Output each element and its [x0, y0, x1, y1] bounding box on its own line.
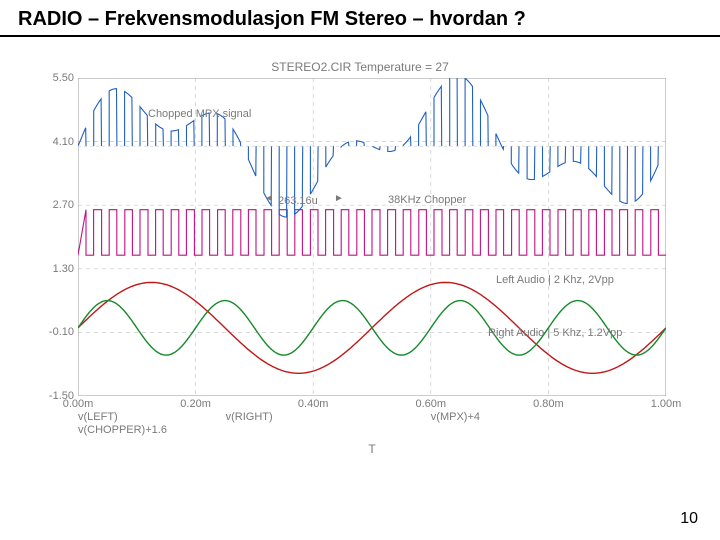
oscilloscope-chart: STEREO2.CIR Temperature = 27 5.50 4.10 2.7…	[40, 60, 680, 460]
annot-left-audio: Left Audio | 2 Khz, 2Vpp	[496, 274, 614, 286]
series-mpx	[78, 78, 658, 217]
y-tick: 2.70	[40, 199, 74, 211]
x-tick: 0.40m	[298, 398, 329, 410]
x-tick: 0.80m	[533, 398, 564, 410]
y-tick: 4.10	[40, 136, 74, 148]
y-tick: 1.30	[40, 263, 74, 275]
x-tick: 0.00m	[63, 398, 94, 410]
annot-chopper-arrow-r: ►	[334, 193, 344, 204]
legend-item: v(RIGHT)	[226, 411, 273, 423]
legend-item: v(LEFT)	[78, 411, 118, 423]
x-tick: 0.20m	[180, 398, 211, 410]
x-tick: 0.60m	[416, 398, 447, 410]
page-title: RADIO – Frekvensmodulasjon FM Stereo – h…	[0, 0, 720, 37]
annot-chopped-mpx: Chopped MPX signal	[148, 108, 251, 120]
legend-item: v(MPX)+4	[431, 411, 480, 423]
x-axis-label: T	[368, 442, 375, 456]
x-tick: 1.00m	[651, 398, 682, 410]
annot-chopper-arrow-l: ◄	[264, 193, 274, 204]
y-tick: -0.10	[40, 326, 74, 338]
annot-chopper-period: 263.16u	[278, 195, 318, 207]
plot-area: Chopped MPX signal 38KHz Chopper 263.16u…	[78, 78, 666, 396]
annot-chopper-freq: 38KHz Chopper	[388, 194, 466, 206]
legend-item: v(CHOPPER)+1.6	[78, 424, 167, 436]
y-tick: 5.50	[40, 72, 74, 84]
annot-right-audio: Right Audio | 5 Khz, 1.2Vpp	[488, 327, 622, 339]
page-number: 10	[680, 510, 698, 528]
chart-title: STEREO2.CIR Temperature = 27	[40, 60, 680, 74]
series-chopper	[78, 210, 666, 256]
